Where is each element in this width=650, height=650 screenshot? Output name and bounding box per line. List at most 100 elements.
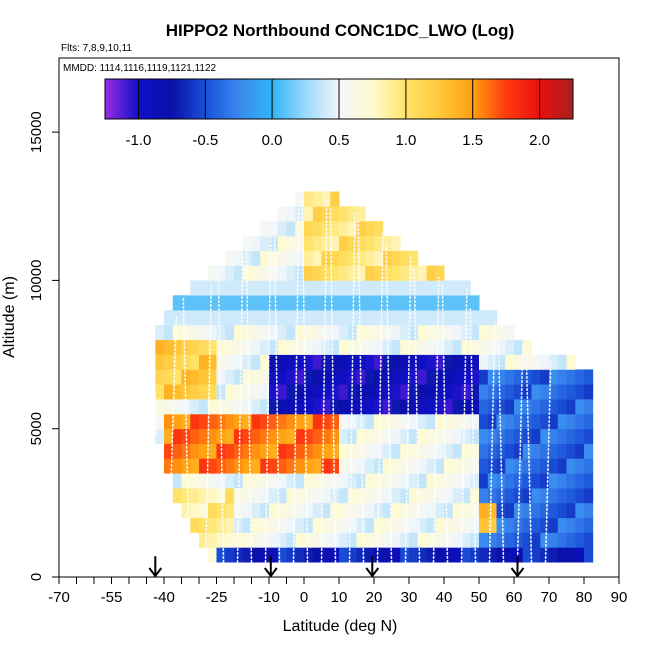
heatmap-cell: [557, 384, 567, 400]
heatmap-cell: [365, 235, 375, 252]
heatmap-cell: [522, 428, 532, 444]
heatmap-cell: [417, 502, 427, 519]
flights-label: Flts: 7,8,9,10,11: [61, 43, 132, 54]
heatmap-cell: [400, 354, 410, 370]
colorbar-segment: [385, 79, 390, 119]
heatmap-cell: [531, 502, 541, 519]
heatmap-cell: [347, 428, 357, 444]
heatmap-cell: [312, 517, 322, 533]
heatmap-cell: [435, 502, 445, 519]
heatmap-cell: [339, 339, 349, 355]
heatmap-cell: [190, 339, 200, 355]
colorbar-segment: [552, 79, 557, 119]
heatmap-cell: [295, 295, 305, 311]
heatmap-cell: [452, 399, 462, 415]
heatmap-cell: [540, 502, 550, 519]
heatmap-cell: [339, 280, 349, 296]
heatmap-cell: [584, 413, 594, 430]
colorbar-segment: [305, 79, 310, 119]
colorbar-segment: [556, 79, 561, 119]
heatmap-cell: [330, 354, 340, 370]
heatmap-cell: [522, 502, 532, 519]
heatmap-cell: [557, 428, 567, 444]
flight-track: [441, 282, 449, 564]
colorbar-tick-label: -0.5: [192, 132, 218, 149]
heatmap-cell: [330, 458, 340, 474]
heatmap-cell: [549, 354, 559, 370]
heatmap-cell: [321, 191, 331, 207]
heatmap-cell: [269, 280, 279, 296]
heatmap-cell: [391, 324, 401, 341]
heatmap-cell: [234, 532, 244, 548]
heatmap-cell: [286, 458, 296, 474]
heatmap-cell: [347, 517, 357, 533]
heatmap-cell: [557, 413, 567, 430]
heatmap-cell: [251, 488, 261, 504]
heatmap-cell: [181, 339, 191, 355]
heatmap-cell: [164, 310, 174, 326]
heatmap-cell: [181, 488, 191, 504]
heatmap-cell: [339, 443, 349, 459]
heatmap-cell: [225, 295, 235, 311]
heatmap-cell: [400, 413, 410, 430]
heatmap-cell: [312, 265, 322, 281]
heatmap-cell: [409, 517, 419, 533]
heatmap-cell: [356, 280, 366, 296]
heatmap-cell: [365, 413, 375, 430]
heatmap-cell: [505, 369, 515, 385]
heatmap-cell: [575, 428, 585, 444]
heatmap-cell: [435, 458, 445, 474]
flight-track: [460, 288, 468, 564]
heatmap-cell: [172, 458, 182, 474]
heatmap-cell: [391, 428, 401, 444]
heatmap-cell: [557, 547, 567, 563]
heatmap-cell: [505, 399, 515, 415]
heatmap-cell: [540, 384, 550, 400]
heatmap-cell: [295, 369, 305, 385]
heatmap-cell: [409, 458, 419, 474]
heatmap-cell: [566, 488, 576, 504]
heatmap-cell: [199, 339, 209, 355]
heatmap-cell: [164, 324, 174, 341]
heatmap-cell: [452, 339, 462, 355]
heatmap-cell: [242, 413, 252, 430]
dates-label: MMDD: 1114,1116,1119,1121,1122: [63, 63, 217, 74]
colorbar-segment: [262, 79, 266, 119]
heatmap-cell: [181, 324, 191, 341]
heatmap-cell: [155, 384, 165, 400]
heatmap-cell: [242, 517, 252, 533]
flight-track: [404, 255, 412, 564]
heatmap-cell: [330, 339, 340, 355]
heatmap-cell: [269, 532, 279, 548]
heatmap-cell: [216, 547, 226, 563]
heatmap-cell: [286, 324, 296, 341]
colorbar-segment: [476, 79, 480, 119]
heatmap-cell: [225, 310, 235, 326]
heatmap-cell: [260, 488, 270, 504]
heatmap-cell: [304, 354, 314, 370]
heatmap-cell: [295, 310, 305, 326]
heatmap-cell: [199, 369, 209, 385]
heatmap-cell: [251, 235, 261, 252]
heatmap-cell: [531, 517, 541, 533]
heatmap-cell: [365, 280, 375, 296]
heatmap-cell: [584, 547, 594, 563]
heatmap-cell: [277, 473, 287, 489]
heatmap-cell: [522, 384, 532, 400]
colorbar-segment: [118, 79, 123, 119]
heatmap-cell: [426, 369, 436, 385]
heatmap-cell: [251, 547, 261, 563]
heatmap-cell: [286, 206, 296, 222]
heatmap-cell: [400, 369, 410, 385]
heatmap-cell: [426, 532, 436, 548]
heatmap-cell: [426, 517, 436, 533]
heatmap-cell: [251, 443, 261, 459]
heatmap-cell: [382, 339, 392, 355]
heatmap-cell: [356, 235, 366, 252]
heatmap-cell: [356, 250, 366, 266]
heatmap-cell: [172, 428, 182, 444]
colorbar-segment: [322, 79, 327, 119]
heatmap-cell: [339, 473, 349, 489]
x-tick-label: -55: [101, 589, 123, 606]
